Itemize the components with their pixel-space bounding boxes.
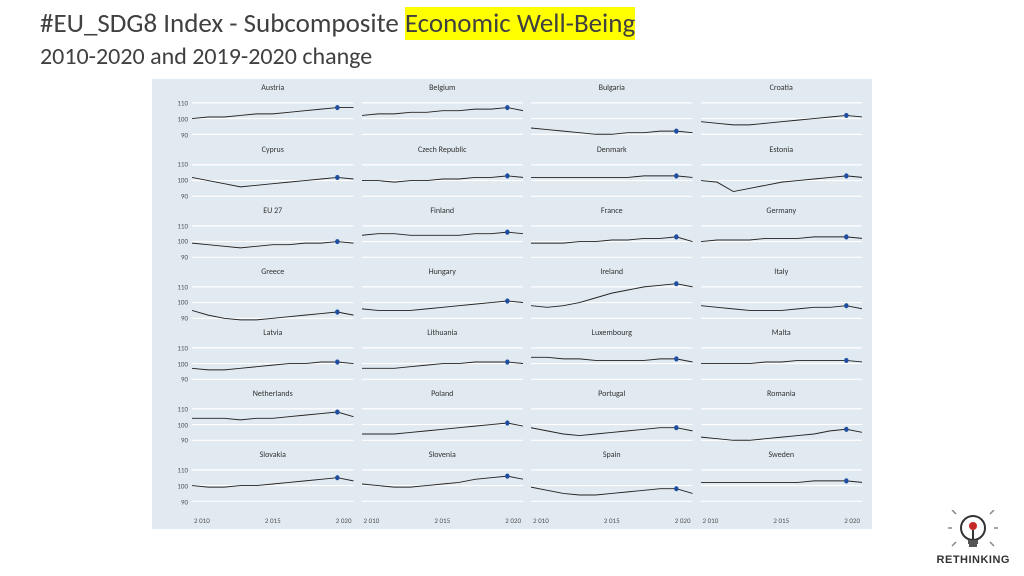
page-subtitle: 2010-2020 and 2019-2020 change	[40, 42, 984, 71]
panel: Slovenia	[362, 452, 524, 509]
panel-title: Greece	[192, 267, 354, 277]
panel-title: Netherlands	[192, 389, 354, 399]
panel: Netherlands90100110	[192, 391, 354, 448]
panel: Spain	[531, 452, 693, 509]
x-axis-ticks: 2 0102 0152 020	[531, 516, 693, 525]
panel-title: Portugal	[531, 389, 693, 399]
panel: Finland	[362, 208, 524, 265]
panel-title: Italy	[701, 267, 863, 277]
panel-title: Czech Republic	[362, 145, 524, 155]
panel-title: Austria	[192, 83, 354, 93]
panel: Portugal	[531, 391, 693, 448]
panel-title: Romania	[701, 389, 863, 399]
y-axis-ticks: 90100110	[164, 401, 188, 448]
panel-title: Ireland	[531, 267, 693, 277]
page-title: #EU_SDG8 Index - Subcomposite Economic W…	[40, 8, 984, 40]
panel-title: Slovenia	[362, 450, 524, 460]
chart-area: Austria90100110BelgiumBulgariaCroatiaCyp…	[152, 79, 872, 529]
title-highlight: Economic Well-Being	[405, 7, 635, 40]
panel-title: Estonia	[701, 145, 863, 155]
small-multiples-grid: Austria90100110 Belgium Bulgaria Croatia Cyp…	[192, 85, 862, 509]
title-block: #EU_SDG8 Index - Subcomposite Economic W…	[0, 0, 1024, 75]
panel: Hungary	[362, 269, 524, 326]
panel: Belgium	[362, 85, 524, 142]
panel-title: Luxembourg	[531, 328, 693, 338]
x-axis: 2 0102 0152 020 2 0102 0152 020 2 0102 015…	[192, 516, 862, 525]
y-axis-ticks: 90100110	[164, 340, 188, 387]
panel-title: Sweden	[701, 450, 863, 460]
panel-title: Hungary	[362, 267, 524, 277]
panel-title: Germany	[701, 206, 863, 216]
y-axis-ticks: 90100110	[164, 218, 188, 265]
panel: Czech Republic	[362, 147, 524, 204]
panel: EU 2790100110	[192, 208, 354, 265]
panel-title: EU 27	[192, 206, 354, 216]
panel-title: France	[531, 206, 693, 216]
logo: RETHINKING	[937, 510, 1010, 566]
y-axis-ticks: 90100110	[164, 279, 188, 326]
panel: Bulgaria	[531, 85, 693, 142]
y-axis-ticks: 90100110	[164, 462, 188, 509]
x-axis-ticks: 2 0102 0152 020	[192, 516, 354, 525]
panel: Lithuania	[362, 330, 524, 387]
panel-title: Finland	[362, 206, 524, 216]
panel: Italy	[701, 269, 863, 326]
panel: Slovakia90100110	[192, 452, 354, 509]
panel-title: Latvia	[192, 328, 354, 338]
panel: Ireland	[531, 269, 693, 326]
panel-title: Malta	[701, 328, 863, 338]
panel: France	[531, 208, 693, 265]
panel: Latvia90100110	[192, 330, 354, 387]
panel: Denmark	[531, 147, 693, 204]
panel: Greece90100110	[192, 269, 354, 326]
x-axis-ticks: 2 0102 0152 020	[362, 516, 524, 525]
panel: Estonia	[701, 147, 863, 204]
panel-title: Denmark	[531, 145, 693, 155]
panel: Cyprus90100110	[192, 147, 354, 204]
panel-title: Cyprus	[192, 145, 354, 155]
lightbulb-icon	[948, 510, 998, 552]
panel: Croatia	[701, 85, 863, 142]
panel: Germany	[701, 208, 863, 265]
y-axis-ticks: 90100110	[164, 157, 188, 204]
panel: Luxembourg	[531, 330, 693, 387]
title-prefix: #EU_SDG8 Index - Subcomposite	[40, 7, 405, 40]
panel: Austria90100110	[192, 85, 354, 142]
panel: Poland	[362, 391, 524, 448]
panel-title: Lithuania	[362, 328, 524, 338]
panel-title: Slovakia	[192, 450, 354, 460]
x-axis-ticks: 2 0102 0152 020	[701, 516, 863, 525]
panel-title: Croatia	[701, 83, 863, 93]
panel-title: Spain	[531, 450, 693, 460]
panel-title: Bulgaria	[531, 83, 693, 93]
y-axis-ticks: 90100110	[164, 95, 188, 142]
panel-title: Poland	[362, 389, 524, 399]
panel-title: Belgium	[362, 83, 524, 93]
panel: Sweden	[701, 452, 863, 509]
logo-text: RETHINKING	[937, 554, 1010, 566]
panel: Malta	[701, 330, 863, 387]
panel: Romania	[701, 391, 863, 448]
